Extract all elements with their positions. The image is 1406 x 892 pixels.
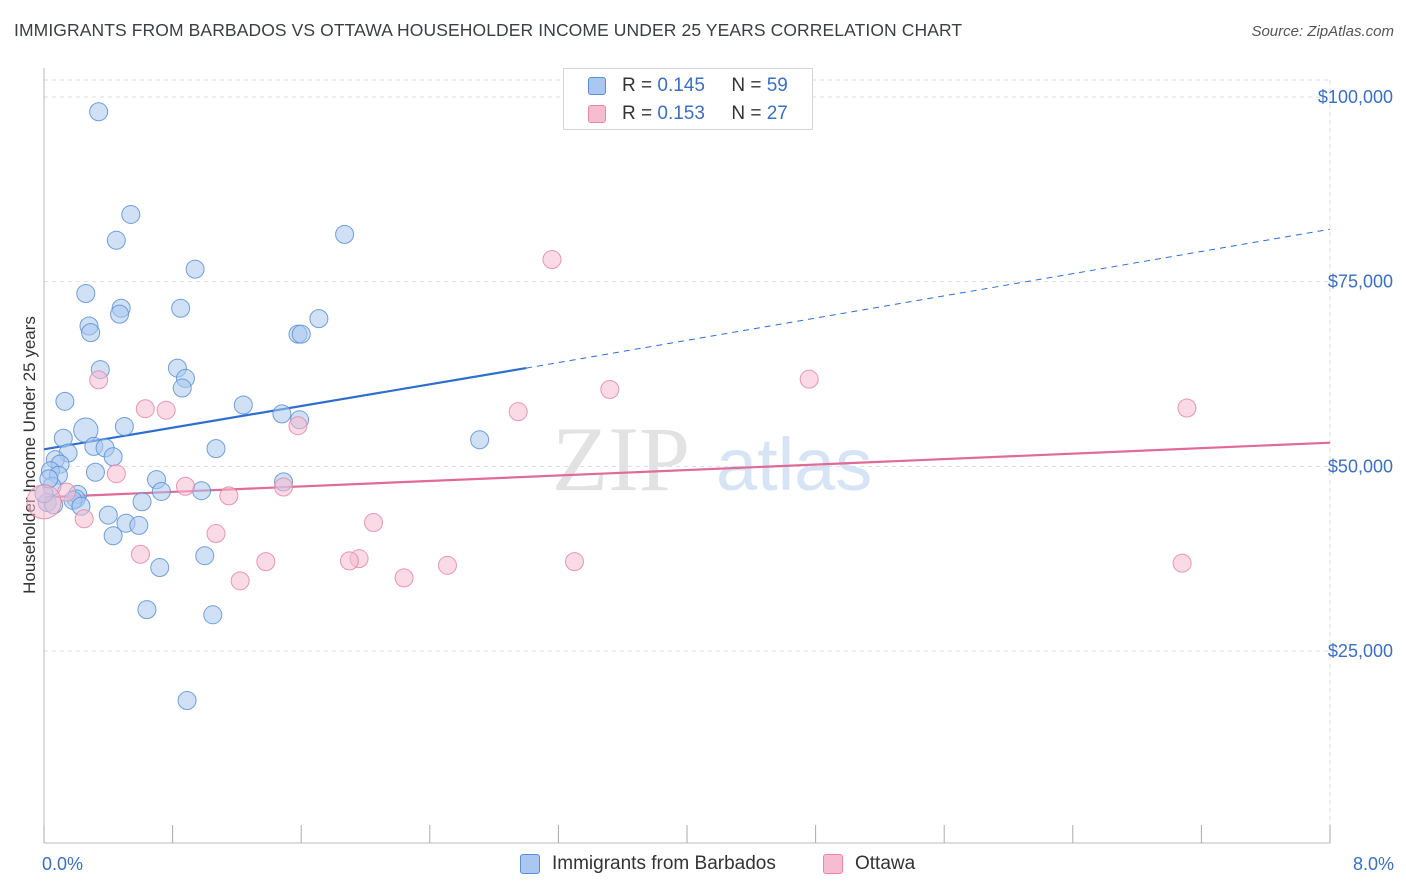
point-ottawa — [156, 400, 176, 420]
point-barbados — [132, 492, 152, 512]
legend-box: R = 0.145 N = 59 R = 0.153 N = 27 — [563, 68, 813, 130]
point-barbados — [81, 323, 101, 343]
point-ottawa — [1172, 553, 1192, 573]
point-barbados — [76, 283, 96, 303]
point-barbados — [106, 230, 126, 250]
point-barbados — [150, 558, 170, 578]
point-ottawa — [130, 544, 150, 564]
point-barbados — [203, 605, 223, 625]
point-ottawa — [339, 551, 359, 571]
point-barbados — [272, 404, 292, 424]
legend-r-value: 0.153 — [657, 103, 705, 124]
bottom-legend: Immigrants from Barbados Ottawa — [0, 852, 1406, 878]
scatter-points — [26, 102, 1197, 710]
point-barbados — [195, 546, 215, 566]
y-tick-label: $50,000 — [1328, 456, 1393, 476]
point-barbados — [98, 505, 118, 525]
point-ottawa — [542, 250, 562, 270]
point-barbados — [129, 515, 149, 535]
point-ottawa — [364, 512, 384, 532]
x-tick-label: 0.0% — [42, 854, 83, 874]
chart-source: Source: ZipAtlas.com — [1251, 23, 1394, 40]
point-barbados — [171, 298, 191, 318]
point-ottawa — [26, 484, 62, 520]
point-ottawa — [394, 568, 414, 588]
point-barbados — [103, 447, 123, 467]
point-ottawa — [508, 402, 528, 422]
point-ottawa — [1177, 398, 1197, 418]
point-barbados — [172, 378, 192, 398]
x-tick-label: 8.0% — [1353, 854, 1394, 874]
point-barbados — [110, 304, 130, 324]
point-barbados — [206, 439, 226, 459]
point-ottawa — [89, 370, 109, 390]
point-barbados — [114, 416, 134, 436]
point-barbados — [137, 600, 157, 620]
point-barbados — [335, 224, 355, 244]
y-tick-label: $100,000 — [1318, 87, 1393, 107]
point-ottawa — [106, 464, 126, 484]
legend-n-value: 27 — [766, 103, 788, 124]
point-barbados — [309, 309, 329, 329]
trend-line-ottawa — [43, 441, 1331, 499]
point-ottawa — [274, 477, 294, 497]
y-tick-label: $75,000 — [1328, 272, 1393, 292]
bottom-legend-label-ottawa: Ottawa — [855, 853, 916, 874]
point-barbados — [85, 462, 105, 482]
point-ottawa — [437, 555, 457, 575]
point-ottawa — [135, 399, 155, 419]
watermark: ZIP atlas — [552, 408, 872, 510]
legend-n-label: N = — [731, 75, 762, 96]
point-ottawa — [288, 416, 308, 436]
watermark-zip: ZIP — [552, 408, 690, 510]
point-barbados — [103, 526, 123, 546]
point-barbados — [185, 259, 205, 279]
legend-swatch-barbados — [588, 77, 606, 95]
trend-line-barbados-extension — [526, 228, 1331, 369]
legend-r-value: 0.145 — [657, 75, 705, 96]
legend-r-label: R = — [622, 75, 653, 96]
point-barbados — [233, 395, 253, 415]
point-ottawa — [256, 552, 276, 572]
tick-labels: $25,000 $50,000 $75,000 $100,000 0.0% 8.0% — [42, 87, 1394, 874]
point-barbados — [177, 690, 197, 710]
point-barbados — [89, 102, 109, 122]
point-ottawa — [206, 524, 226, 544]
chart-title: IMMIGRANTS FROM BARBADOS VS OTTAWA HOUSE… — [14, 20, 963, 40]
point-barbados — [151, 481, 171, 501]
y-tick-label: $25,000 — [1328, 641, 1393, 661]
bottom-legend-swatch-barbados — [520, 854, 540, 874]
point-barbados — [291, 324, 311, 344]
axes — [43, 68, 1331, 844]
point-ottawa — [74, 509, 94, 529]
bottom-legend-swatch-ottawa — [823, 854, 843, 874]
point-ottawa — [600, 380, 620, 400]
point-ottawa — [219, 486, 239, 506]
legend-swatch-ottawa — [588, 105, 606, 123]
point-ottawa — [230, 571, 250, 591]
point-ottawa — [564, 552, 584, 572]
legend-r-label: R = — [622, 103, 653, 124]
point-ottawa — [175, 476, 195, 496]
point-ottawa — [799, 369, 819, 389]
legend-n-label: N = — [731, 103, 762, 124]
legend-n-value: 59 — [766, 75, 788, 96]
point-barbados — [121, 204, 141, 224]
point-barbados — [55, 391, 75, 411]
point-barbados — [192, 481, 212, 501]
point-barbados — [470, 430, 490, 450]
bottom-legend-label-barbados: Immigrants from Barbados — [552, 853, 776, 874]
